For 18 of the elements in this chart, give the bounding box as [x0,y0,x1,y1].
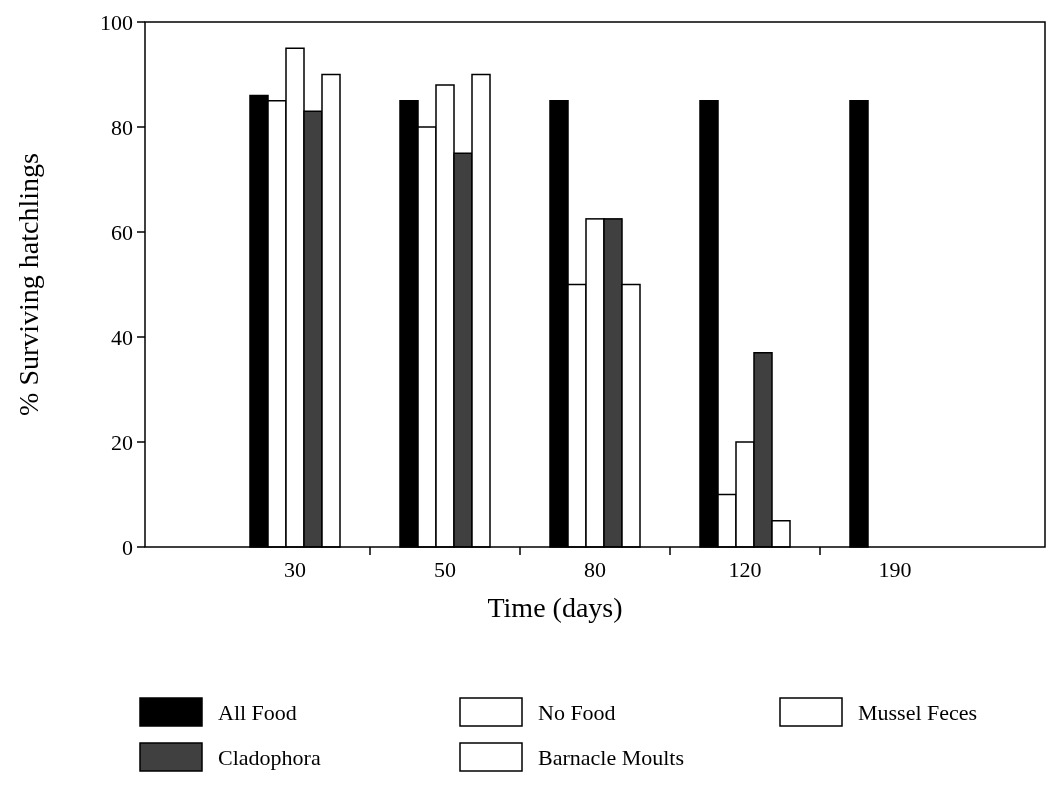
y-tick-label: 40 [111,324,133,350]
legend-label: No Food [538,699,616,725]
y-axis-title: % Surviving hatchlings [13,153,44,416]
legend-label: Cladophora [218,744,321,770]
y-tick-label: 20 [111,429,133,455]
legend-label: Barnacle Moults [538,744,685,770]
legend-label: Mussel Feces [858,699,978,725]
x-axis-title: Time (days) [487,592,623,623]
x-tick-label: 30 [284,557,306,582]
y-tick-label: 100 [100,9,133,35]
x-tick-label: 190 [878,557,912,582]
y-tick-label: 0 [122,534,133,560]
y-tick-label: 80 [111,114,133,140]
x-tick-label: 50 [434,557,456,582]
x-tick-label: 120 [728,557,762,582]
y-tick-label: 60 [111,219,133,245]
x-tick-label: 80 [584,557,606,582]
legend-label: All Food [218,699,297,725]
